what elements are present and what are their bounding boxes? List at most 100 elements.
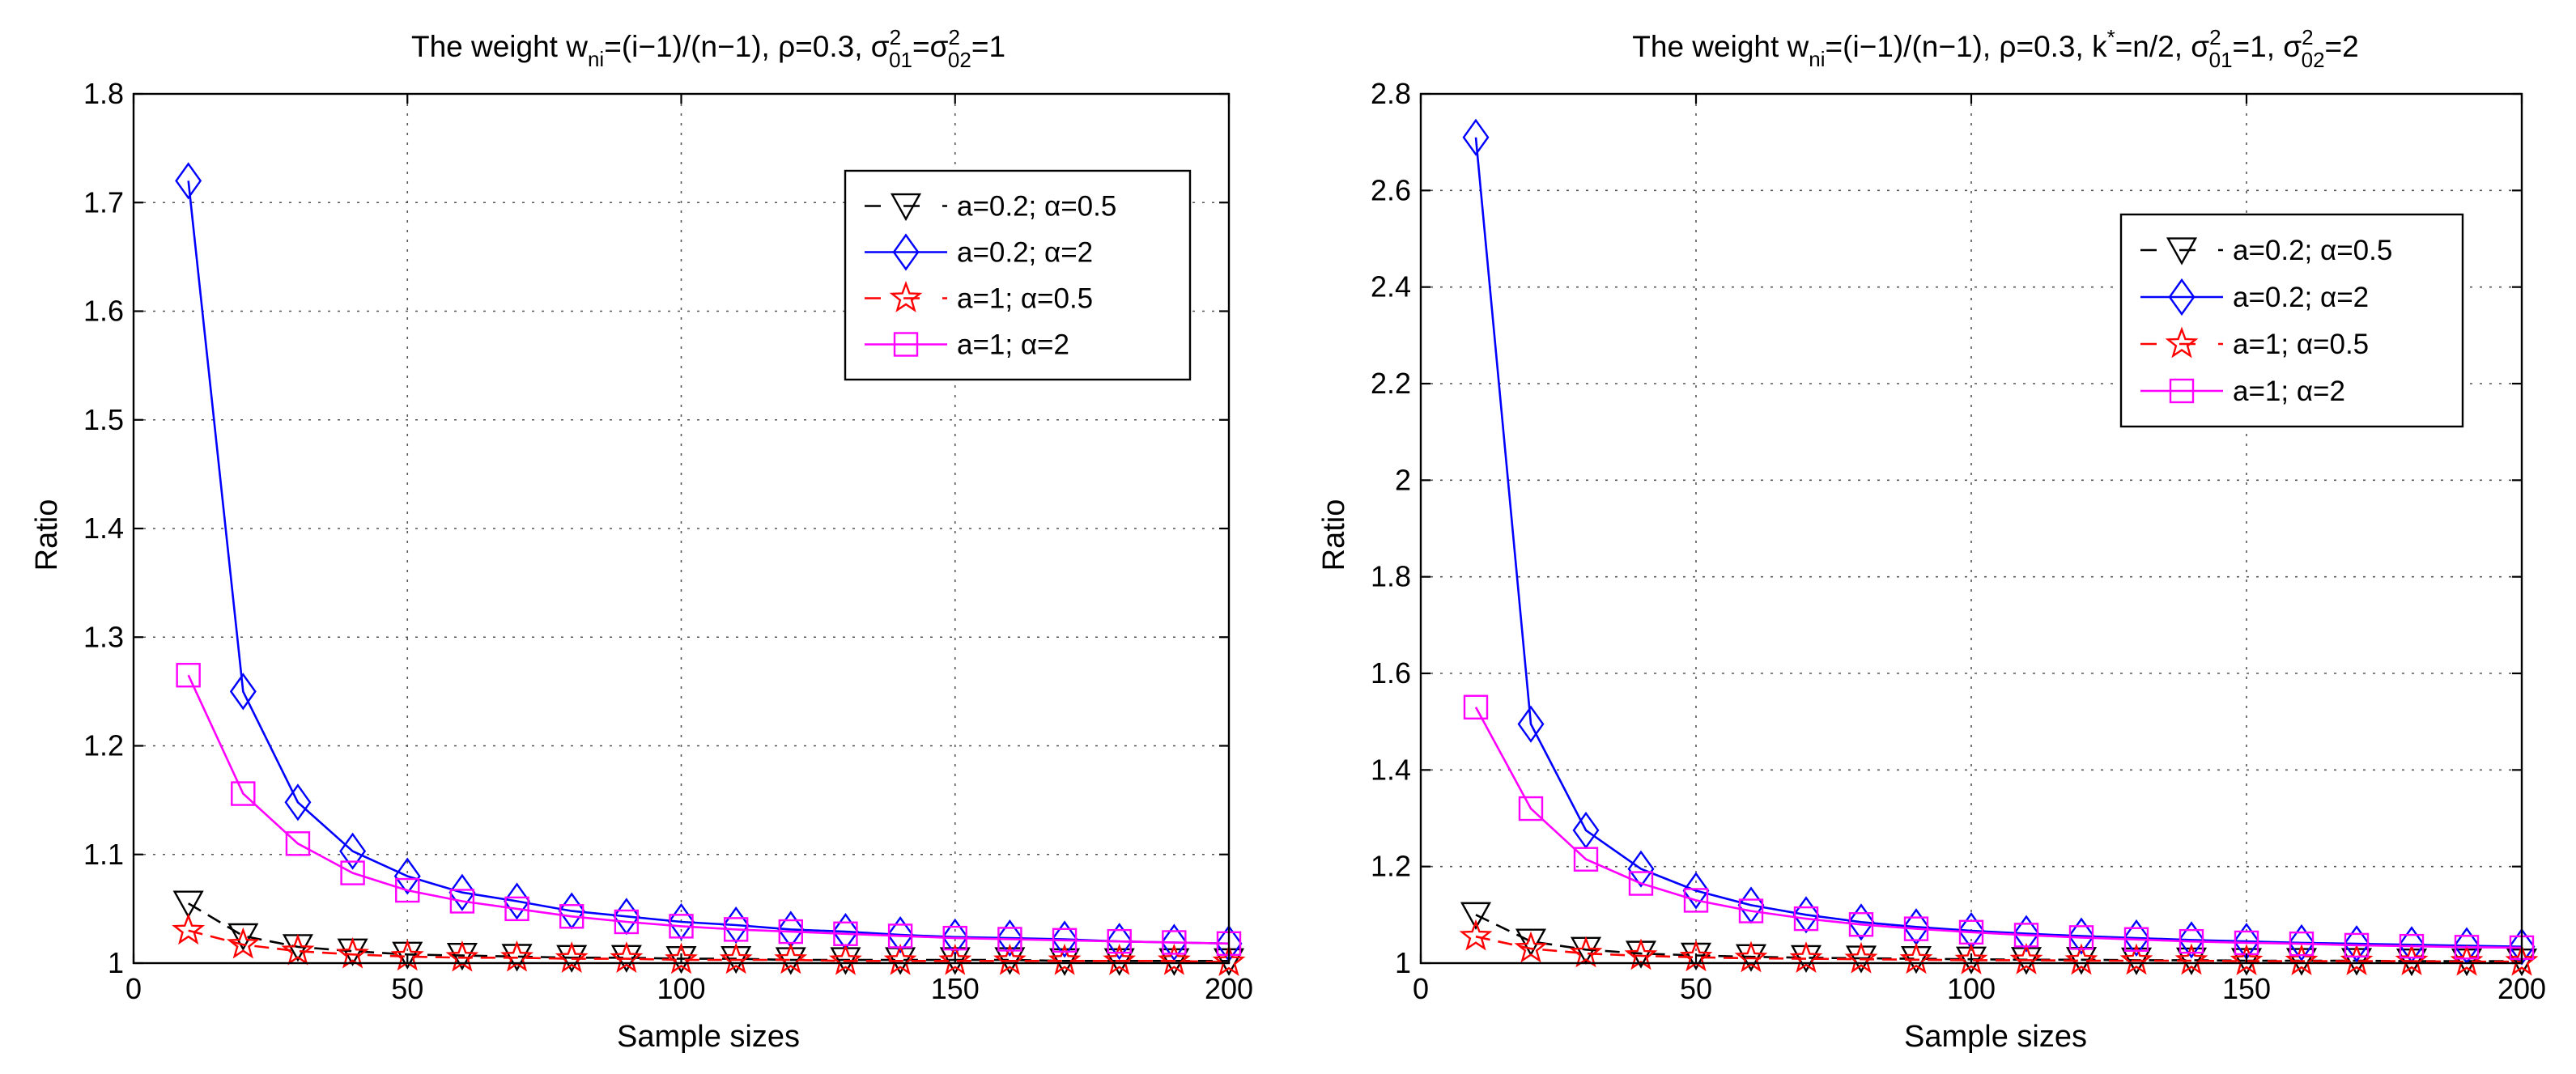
- left-chart-series-3-point: [610, 941, 644, 974]
- right-chart-series-2-point: [2288, 923, 2315, 962]
- right-chart-series-4-line: [1474, 707, 2523, 949]
- left-chart-series-3-point: [938, 943, 972, 975]
- right-chart-series-2-point: [2123, 919, 2150, 957]
- left-chart-y-tick-label: 1.5: [83, 403, 124, 436]
- right-chart-series-4-point: [2289, 931, 2315, 957]
- right-chart-series-4-point: [1958, 919, 1984, 945]
- right-chart-series-2-point: [1627, 850, 1655, 888]
- right-chart-y-axis-title: Ratio: [1317, 499, 1351, 571]
- right-chart-series-4-point: [1683, 888, 1709, 913]
- right-chart-legend-label-3: a=1; α=0.5: [2233, 329, 2369, 360]
- left-chart-series-3-point: [1212, 945, 1246, 976]
- left-chart-series-2-point: [996, 919, 1023, 957]
- left-chart-series-1-point: [172, 890, 204, 919]
- left-chart-series-1-line: [188, 902, 1229, 962]
- right-chart-series-3-point: [1789, 941, 1823, 974]
- right-chart-series-4-point: [2179, 928, 2204, 954]
- right-chart-x-tick-label: 150: [2222, 972, 2271, 1005]
- left-chart-series-4-point: [942, 925, 967, 951]
- left-chart-axes: 0 50 100 150 200 1 1.1 1.2 1.3 1.4 1.5 1.6 1.7 1.8: [83, 77, 1253, 1005]
- right-chart-series-2-point: [1792, 896, 1820, 934]
- right-chart-series-4-point: [2344, 932, 2370, 958]
- right-chart-series-2-point: [2343, 925, 2370, 963]
- right-chart-y-tick-label: 1: [1395, 946, 1411, 979]
- right-chart-x-axis-title: Sample sizes: [1904, 1020, 2087, 1054]
- right-chart-series-3-point: [2009, 942, 2043, 974]
- left-chart-y-tick-label: 1.6: [83, 295, 124, 328]
- left-chart-series-3-point: [226, 927, 260, 959]
- left-chart-series-2-point: [1160, 923, 1188, 962]
- right-chart-y-tick-label: 2: [1395, 463, 1411, 496]
- left-chart-legend-marker-3: [889, 281, 923, 312]
- right-chart-series-2-point: [1847, 903, 1875, 941]
- left-chart-series-4-point: [449, 889, 475, 914]
- right-chart-legend-marker-4: [2169, 378, 2195, 404]
- left-chart-y-tick-label: 1.1: [83, 838, 124, 871]
- right-chart-series-3-point: [1569, 936, 1603, 968]
- left-chart-series-2-point: [722, 906, 750, 945]
- right-chart-series-2-point: [2013, 915, 2040, 953]
- right-chart-series-2-point: [1517, 705, 1545, 743]
- left-chart-series-3-point: [336, 936, 369, 969]
- left-chart-series-4-point: [340, 860, 365, 885]
- left-chart-series-2-point: [448, 873, 476, 911]
- right-chart-series-3-point: [1734, 940, 1768, 973]
- right-chart-series-4-point: [1903, 916, 1929, 941]
- right-chart-legend-marker-2: [2168, 278, 2196, 316]
- left-chart-series-2-point: [668, 902, 695, 941]
- left-chart-series-4-point: [614, 909, 640, 935]
- right-chart-series-4-point: [1573, 847, 1599, 872]
- left-chart-x-tick-label: 50: [391, 972, 423, 1005]
- left-chart-x-axis-title: Sample sizes: [617, 1020, 800, 1054]
- left-chart-series-2-point: [393, 857, 421, 895]
- right-chart-y-tick-label: 1.8: [1371, 560, 1411, 593]
- right-chart-series-4-point: [1738, 898, 1764, 923]
- left-chart-legend-marker-2: [892, 233, 920, 271]
- left-chart-series-4-point: [1162, 930, 1187, 955]
- left-chart-y-tick-label: 1.4: [83, 512, 124, 545]
- right-chart-y-tick-label: 2.4: [1371, 270, 1411, 304]
- left-chart-series-3-point: [665, 942, 698, 974]
- right-chart-series-2-point: [2068, 917, 2095, 955]
- right-chart-legend-marker-3: [2165, 326, 2199, 359]
- right-chart-series-1-point: [1460, 902, 1492, 930]
- left-chart-series-3-point: [829, 943, 862, 975]
- left-chart-series-2-point: [229, 673, 257, 711]
- left-chart-series-4-point: [833, 921, 858, 946]
- left-chart-series-1-point: [227, 923, 259, 952]
- left-chart: The weight wni=(i−1)/(n−1), ρ=0.3, σ2 01=…: [30, 25, 1253, 1054]
- left-chart-series-2-point: [1051, 920, 1078, 958]
- left-chart-series-4-point: [285, 831, 311, 856]
- right-chart: The weight wni=(i−1)/(n−1), ρ=0.3, k*=n/…: [1317, 25, 2546, 1054]
- right-chart-legend-label-1: a=0.2; α=0.5: [2233, 235, 2392, 266]
- right-chart-y-tick-label: 1.6: [1371, 656, 1411, 690]
- right-chart-legend-marker-1: [2166, 237, 2198, 265]
- right-chart-series-4-point: [1518, 796, 1544, 821]
- left-chart-series-3-point: [1103, 943, 1137, 975]
- right-chart-series-3-point: [2064, 943, 2098, 975]
- left-chart-series-4-point: [504, 896, 529, 922]
- left-chart-y-tick-label: 1.3: [83, 620, 124, 653]
- right-chart-axes-box: [1419, 92, 2523, 965]
- right-chart-plot-area: [1459, 118, 2539, 977]
- left-chart-series-4-point: [997, 927, 1022, 952]
- right-chart-series-4-point: [1793, 906, 1819, 932]
- right-chart-series-2-point: [1682, 872, 1710, 910]
- left-chart-series-4-point: [723, 917, 749, 942]
- left-chart-series-3-point: [172, 913, 206, 945]
- right-chart-title: The weight wni=(i−1)/(n−1), ρ=0.3, k*=n/…: [1632, 25, 2358, 72]
- right-chart-series-4-point: [2013, 923, 2039, 948]
- right-chart-series-4-point: [2068, 925, 2094, 950]
- left-chart-series-4-point: [395, 877, 420, 903]
- right-chart-x-tick-label: 200: [2497, 972, 2546, 1005]
- left-chart-series-4-point: [1107, 928, 1132, 954]
- left-chart-plot-area: [172, 162, 1246, 976]
- left-chart-series-3-point: [281, 933, 315, 966]
- left-chart-series-3-point: [774, 942, 808, 974]
- left-chart-series-4-point: [887, 923, 913, 949]
- left-chart-series-4-point: [559, 904, 584, 929]
- left-chart-series-3-point: [993, 943, 1027, 975]
- right-chart-series-2-point: [1462, 118, 1490, 156]
- left-chart-y-tick-label: 1: [108, 946, 124, 979]
